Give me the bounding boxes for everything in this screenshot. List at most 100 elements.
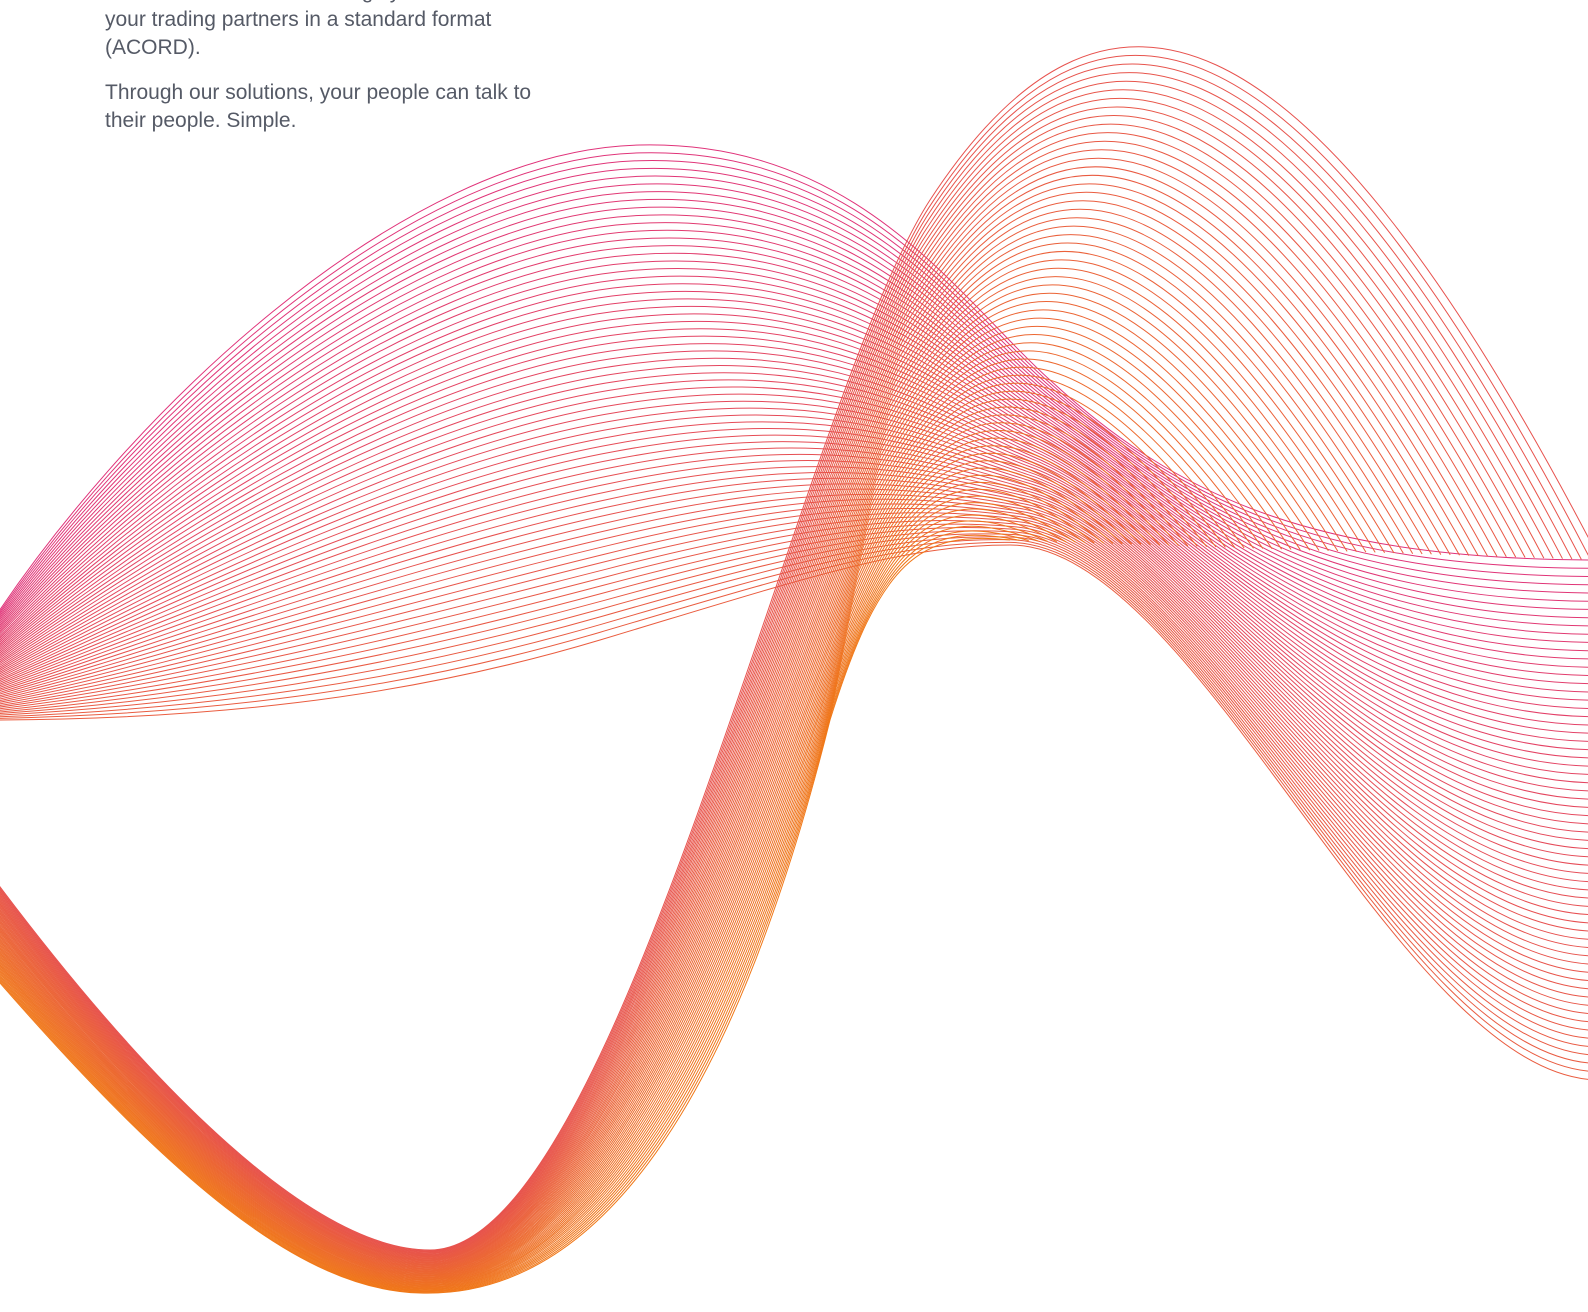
wave-line-orange [0,276,1348,1269]
wave-line-pink [0,198,1588,625]
wave-line-pink [0,386,1588,825]
wave-line-pink [0,493,1588,965]
wave-line-orange [0,217,1414,1265]
wave-line-orange [0,508,1067,1290]
wave-line-pink [0,167,1588,617]
wave-line-orange [0,157,1479,1260]
wave-line-pink [0,434,1588,882]
wave-line-orange [0,325,1292,1274]
wave-line-pink [0,214,1588,635]
wave-line-pink [0,298,1588,726]
wave-line-orange [0,97,1545,1255]
wave-line-orange [0,251,1376,1267]
wave-line-pink [0,160,1588,615]
wave-line-pink [0,275,1588,701]
wave-line-orange [0,208,1423,1264]
wave-line-orange [0,46,1588,1251]
wave-line-orange [0,530,1029,1293]
wave-line-pink [0,175,1588,619]
wave-line-pink [0,268,1588,693]
wave-line-pink [0,229,1588,652]
wave-line-orange [0,488,1095,1288]
wave-line-pink [0,477,1588,940]
wave-line-orange [0,166,1470,1261]
wave-line-pink [0,206,1588,627]
wave-line-orange [0,89,1554,1254]
wave-line-pink [0,530,1588,1039]
wave-line-orange [0,350,1264,1276]
wave-line-orange [0,398,1208,1280]
wave-line-pink [0,260,1588,685]
wave-line-orange [0,301,1320,1272]
wave-line-orange [0,495,1086,1289]
wave-line-pink [0,245,1588,668]
wave-line-orange [0,54,1588,1252]
wave-line-pink [0,222,1588,643]
wave-line-pink [0,283,1588,709]
wave-line-orange [0,80,1563,1254]
wave-line-orange [0,422,1179,1282]
wave-line-orange [0,259,1367,1268]
wave-line-pink [0,237,1588,660]
wave-line-orange [0,374,1236,1278]
wave-line-pink [0,320,1588,750]
wave-line-pink [0,191,1588,623]
wave-line-orange [0,183,1451,1262]
wave-line-orange [0,460,1133,1285]
wave-line-orange [0,334,1283,1274]
wave-line-orange [0,225,1404,1265]
wave-line-pink [0,407,1588,849]
wave-line-pink [0,305,1588,734]
wave-line-pink [0,183,1588,621]
wave-line-orange [0,191,1442,1263]
wave-line-orange [0,123,1517,1257]
wave-line-orange [0,525,1039,1292]
wave-line-pink [0,520,1588,1014]
wave-line-pink [0,539,1588,1064]
wave-line-pink [0,393,1588,833]
wave-line-pink [0,421,1588,866]
wave-line-orange [0,284,1339,1270]
wave-line-pink [0,460,1588,915]
wave-line-orange [0,114,1526,1257]
wave-line-pink [0,252,1588,676]
wave-line-orange [0,414,1189,1281]
wave-line-pink [0,365,1588,800]
wave-line-orange [0,382,1226,1278]
wave-line-orange [0,406,1198,1280]
wave-line-orange [0,520,1048,1291]
wave-line-orange [0,140,1498,1259]
wave-line-orange [0,106,1535,1256]
wave-line-orange [0,366,1245,1277]
wave-line-orange [0,390,1217,1279]
wave-line-pink [0,343,1588,775]
wave-line-orange [0,72,1573,1253]
wave-line-orange [0,149,1489,1259]
wave-line-orange [0,200,1432,1263]
wave-line-pink [0,533,1588,1047]
wave-line-orange [0,437,1161,1283]
wave-line-orange [0,132,1507,1258]
wave-line-orange [0,358,1254,1276]
wave-line-pink [0,453,1588,907]
wave-line-orange [0,534,1020,1293]
wave-line-orange [0,430,1170,1282]
closing-paragraph: Through our solutions, your people can t… [105,81,532,132]
wave-line-orange [0,514,1058,1291]
wave-line-orange [0,292,1329,1271]
wave-line-orange [0,452,1142,1284]
wave-line-orange [0,63,1582,1252]
wave-line-orange [0,309,1311,1272]
wave-line-orange [0,481,1105,1287]
wave-line-pink [0,357,1588,792]
wave-line-orange [0,467,1123,1286]
wave-line-pink [0,152,1588,613]
body-copy: and documents from existing systems to a… [105,0,545,152]
intro-paragraph: and documents from existing systems to a… [105,0,507,59]
wave-line-pink [0,541,1588,1072]
wave-line-pink [0,507,1588,989]
wave-line-orange [0,342,1273,1275]
wave-line-orange [0,445,1151,1284]
